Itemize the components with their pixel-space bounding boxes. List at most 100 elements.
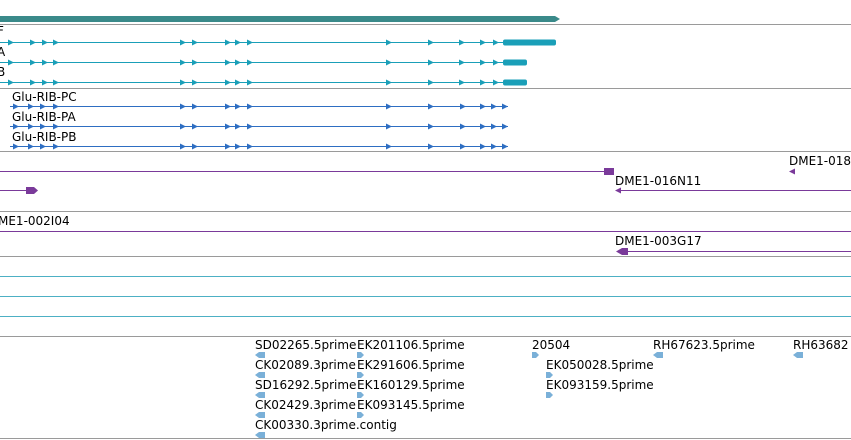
rna-feature-marker bbox=[460, 103, 466, 110]
transcript-exon-marker bbox=[53, 59, 59, 66]
rna-feature-marker bbox=[491, 103, 497, 110]
gene-span-bar bbox=[0, 16, 555, 22]
est-label[interactable]: EK291606.5prime bbox=[357, 358, 465, 372]
transcript-exon-marker bbox=[386, 79, 392, 86]
rna-feature-marker bbox=[40, 103, 46, 110]
rna-feature-marker bbox=[480, 143, 486, 150]
rna-feature-label[interactable]: Glu-RIB-PC bbox=[12, 90, 77, 104]
rna-feature-marker bbox=[40, 143, 46, 150]
est-label[interactable]: EK093159.5prime bbox=[546, 378, 654, 392]
transcript-exon-marker bbox=[235, 59, 241, 66]
transcript-exon-marker bbox=[235, 39, 241, 46]
transcript-exon-marker bbox=[42, 39, 48, 46]
transcript-exon-marker bbox=[459, 79, 465, 86]
transcript-exon-marker bbox=[386, 59, 392, 66]
rna-feature-marker bbox=[428, 123, 434, 130]
est-arrow bbox=[357, 412, 364, 418]
est-arrow bbox=[255, 372, 265, 378]
transcript-cds-block bbox=[503, 59, 527, 66]
transcript-exon-marker bbox=[180, 59, 186, 66]
transcript-exon-marker bbox=[225, 79, 231, 86]
transcript-exon-marker bbox=[42, 59, 48, 66]
transcript-exon-marker bbox=[30, 79, 36, 86]
est-label[interactable]: CK02089.3prime bbox=[255, 358, 356, 372]
est-label[interactable]: CK02429.3prime bbox=[255, 398, 356, 412]
est-label[interactable]: 20504 bbox=[532, 338, 571, 352]
est-arrow bbox=[255, 392, 265, 398]
cdna-block bbox=[604, 168, 614, 175]
est-arrow bbox=[653, 352, 663, 358]
cdna-arrow bbox=[26, 187, 38, 194]
transcript-exon-marker bbox=[247, 59, 253, 66]
cdna-label[interactable]: ME1-002I04 bbox=[0, 214, 70, 228]
rna-feature-marker bbox=[491, 123, 497, 130]
transcript-exon-marker bbox=[428, 39, 434, 46]
est-label[interactable]: EK050028.5prime bbox=[546, 358, 654, 372]
est-arrow bbox=[546, 392, 553, 398]
est-arrow bbox=[532, 352, 539, 358]
est-label[interactable]: RH67623.5prime bbox=[653, 338, 755, 352]
transcript-exon-marker bbox=[247, 39, 253, 46]
rna-feature-marker bbox=[225, 103, 231, 110]
transcript-exon-marker bbox=[180, 79, 186, 86]
est-arrow bbox=[255, 432, 265, 438]
est-label[interactable]: SD02265.5prime bbox=[255, 338, 357, 352]
est-label[interactable]: SD16292.5prime bbox=[255, 378, 357, 392]
cdna-arrow bbox=[615, 187, 621, 194]
rna-feature-marker bbox=[28, 123, 34, 130]
transcript-label[interactable]: F bbox=[0, 24, 4, 38]
rna-feature-marker bbox=[502, 123, 508, 130]
transcript-exon-marker bbox=[225, 59, 231, 66]
transcript-exon-marker bbox=[30, 39, 36, 46]
transcript-exon-marker bbox=[493, 39, 499, 46]
rna-feature-label[interactable]: Glu-RIB-PB bbox=[12, 130, 77, 144]
cdna-label[interactable]: DME1-018 bbox=[789, 154, 851, 168]
rna-feature-marker bbox=[13, 103, 19, 110]
transcript-label[interactable]: B bbox=[0, 65, 6, 79]
rna-feature-marker bbox=[460, 123, 466, 130]
transcript-exon-marker bbox=[192, 39, 198, 46]
cdna-arrow bbox=[789, 168, 795, 175]
rna-feature-marker bbox=[480, 123, 486, 130]
rna-feature-marker bbox=[192, 103, 198, 110]
rna-feature-marker bbox=[235, 143, 241, 150]
transcript-exon-marker bbox=[247, 79, 253, 86]
transcript-exon-marker bbox=[30, 59, 36, 66]
rna-feature-marker bbox=[502, 143, 508, 150]
est-arrow bbox=[255, 412, 265, 418]
rna-feature-label[interactable]: Glu-RIB-PA bbox=[12, 110, 76, 124]
est-label[interactable]: EK160129.5prime bbox=[357, 378, 465, 392]
rna-feature-marker bbox=[502, 103, 508, 110]
transcript-cds-block bbox=[503, 79, 527, 86]
rna-feature-marker bbox=[53, 143, 59, 150]
transcript-exon-marker bbox=[225, 39, 231, 46]
transcript-exon-marker bbox=[42, 79, 48, 86]
rna-feature-marker bbox=[386, 143, 392, 150]
rna-feature-marker bbox=[192, 143, 198, 150]
transcript-label[interactable]: A bbox=[0, 45, 6, 59]
transcript-exon-marker bbox=[53, 39, 59, 46]
rna-feature-marker bbox=[180, 123, 186, 130]
rna-feature-marker bbox=[235, 103, 241, 110]
cdna-arrow bbox=[616, 248, 628, 255]
est-label[interactable]: EK093145.5prime bbox=[357, 398, 465, 412]
transcript-exon-marker bbox=[459, 39, 465, 46]
transcript-exon-marker bbox=[53, 79, 59, 86]
rna-feature-marker bbox=[460, 143, 466, 150]
cdna-label[interactable]: DME1-003G17 bbox=[615, 234, 702, 248]
transcript-exon-marker bbox=[386, 39, 392, 46]
rna-feature-marker bbox=[180, 143, 186, 150]
rna-feature-marker bbox=[235, 123, 241, 130]
gene-span-bar-end bbox=[555, 16, 560, 22]
est-label[interactable]: RH63682 bbox=[793, 338, 849, 352]
est-arrow bbox=[546, 372, 553, 378]
rna-feature-marker bbox=[28, 103, 34, 110]
rna-feature-marker bbox=[28, 143, 34, 150]
est-label[interactable]: EK201106.5prime bbox=[357, 338, 465, 352]
est-label[interactable]: CK00330.3prime.contig bbox=[255, 418, 397, 432]
cdna-label[interactable]: DME1-016N11 bbox=[615, 174, 702, 188]
transcript-exon-marker bbox=[480, 59, 486, 66]
rna-feature-marker bbox=[247, 103, 253, 110]
